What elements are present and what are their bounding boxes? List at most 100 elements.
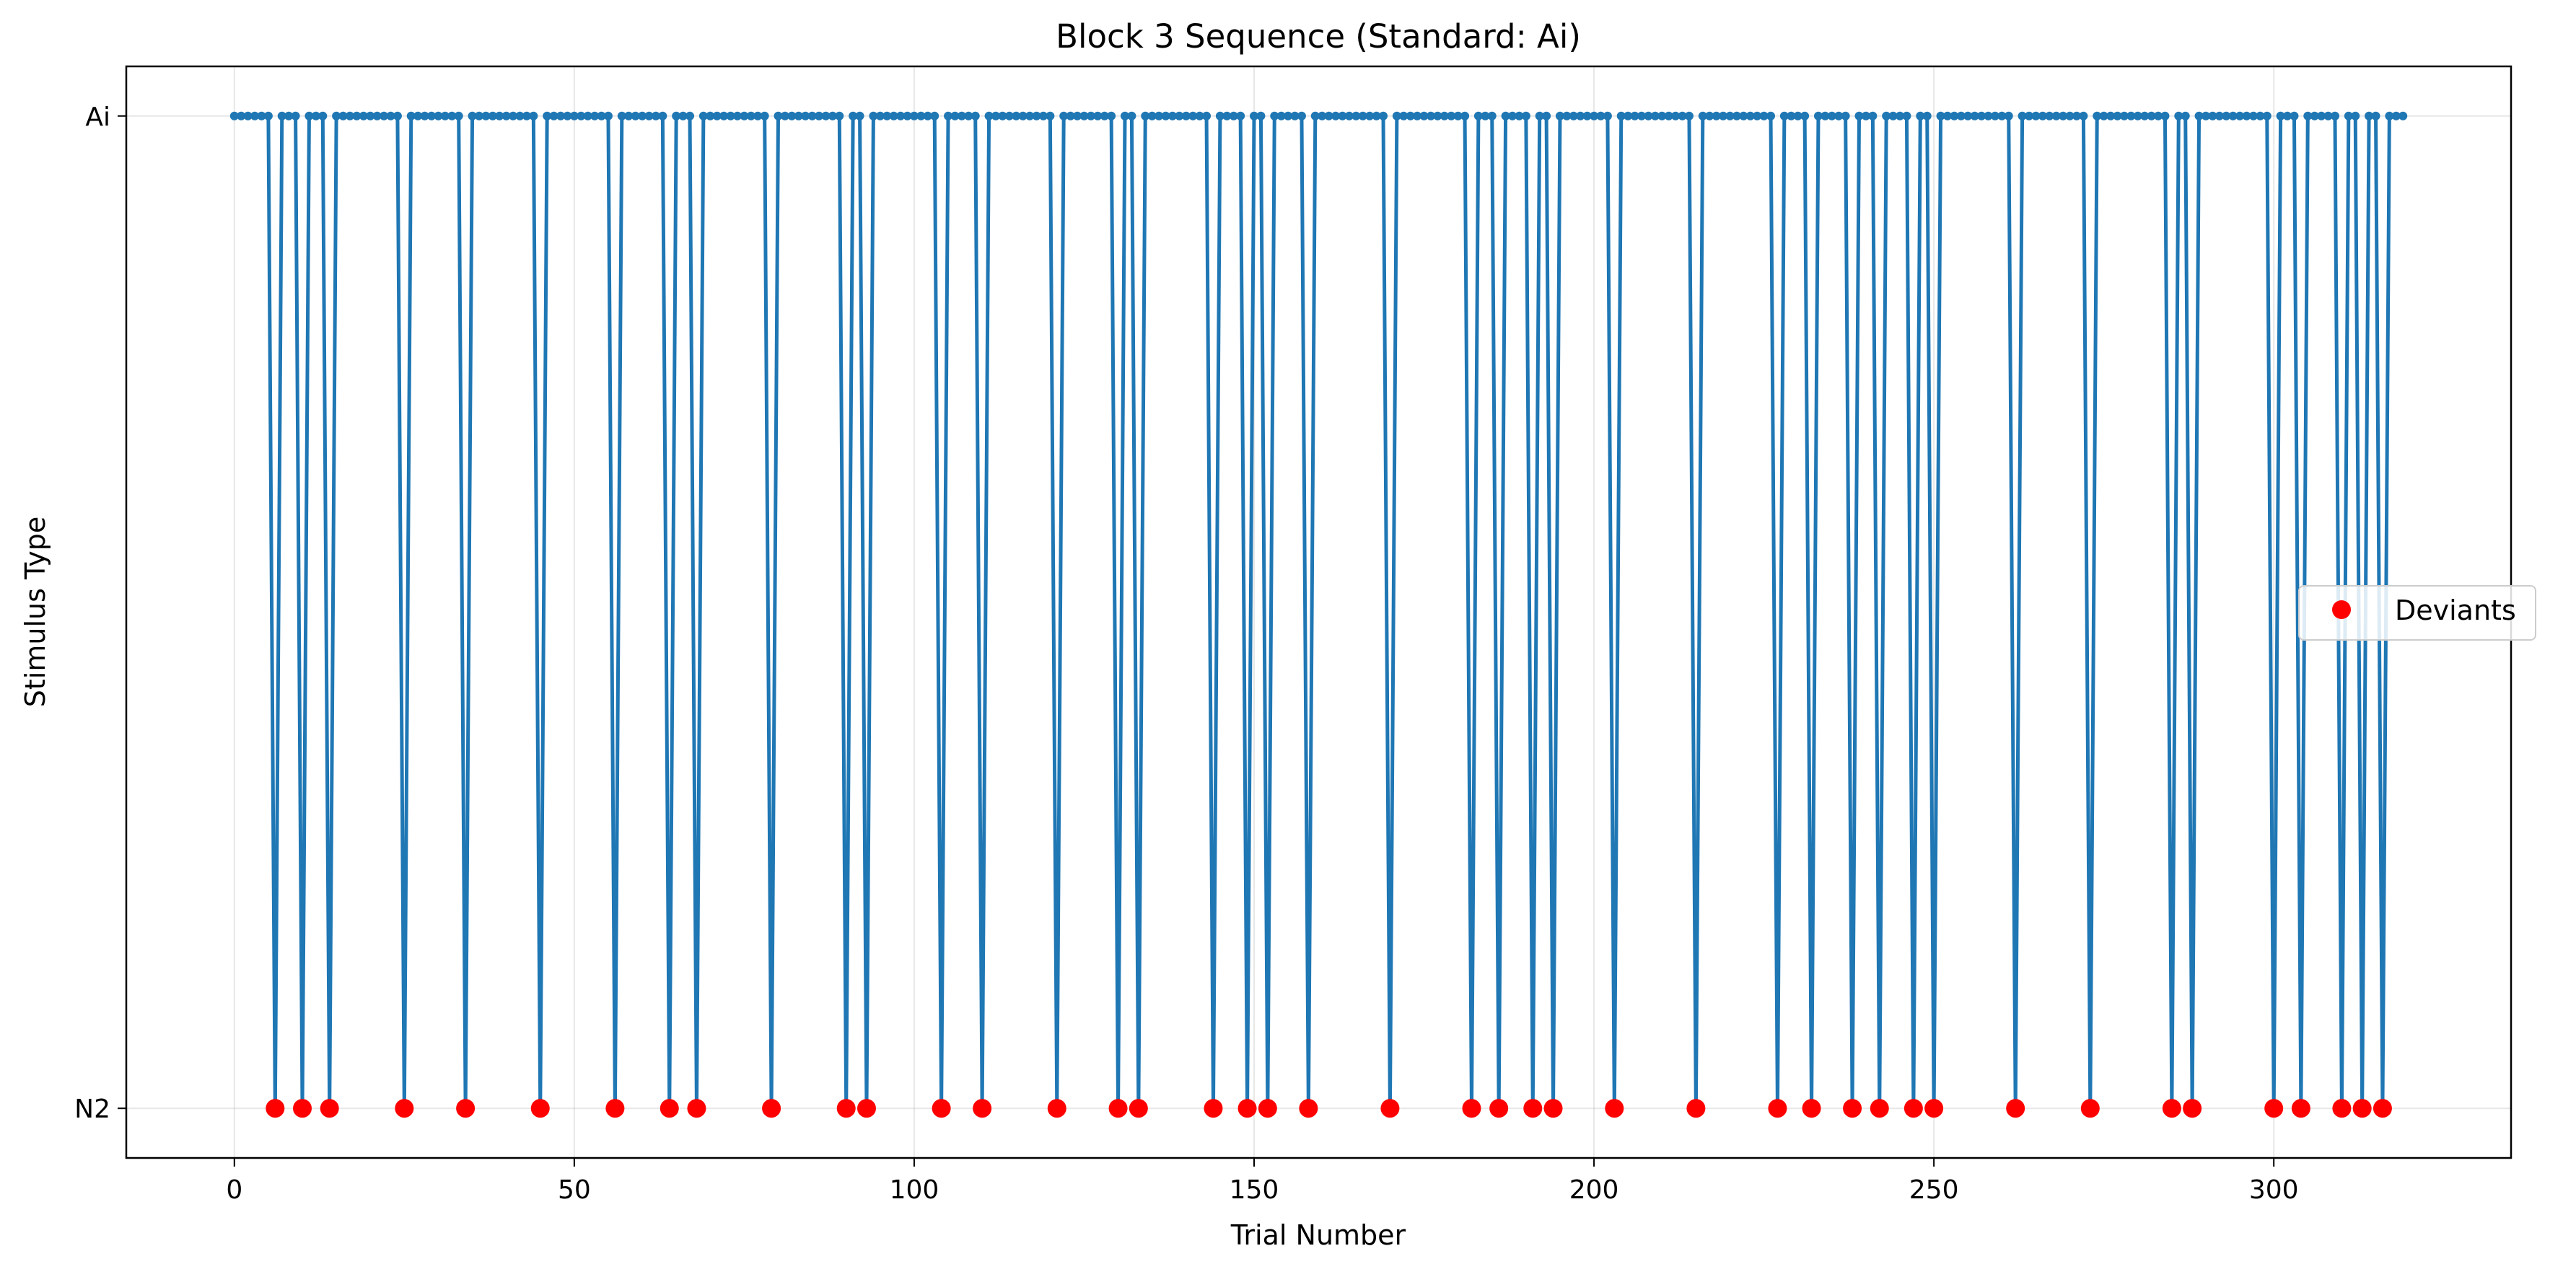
series-layer: [229, 111, 2408, 1118]
trial-point: [1413, 111, 1422, 120]
deviant-marker: [932, 1099, 951, 1118]
trial-point: [835, 111, 844, 120]
y-tick-label: N2: [74, 1094, 110, 1124]
trial-point: [1569, 111, 1578, 120]
trial-point: [386, 111, 395, 120]
trial-point: [1222, 111, 1232, 120]
trial-point: [1766, 111, 1776, 120]
trial-point: [923, 111, 932, 120]
trial-point: [1086, 111, 1095, 120]
trial-point: [1725, 111, 1735, 120]
trial-point: [2106, 111, 2116, 120]
trial-point: [698, 111, 708, 120]
trial-point: [1372, 111, 1381, 120]
trial-point: [1576, 111, 1585, 120]
trial-point: [305, 111, 314, 120]
trial-point: [1215, 111, 1225, 120]
trial-point: [1800, 111, 1810, 120]
trial-point: [1813, 111, 1823, 120]
deviant-marker: [1802, 1099, 1821, 1118]
trial-point: [1555, 111, 1564, 120]
trial-point: [393, 111, 402, 120]
trial-point: [2160, 111, 2170, 120]
trial-point: [1997, 111, 2007, 120]
trial-point: [638, 111, 647, 120]
trial-point: [1290, 111, 1300, 120]
trial-point: [1351, 111, 1361, 120]
trial-point: [624, 111, 634, 120]
trial-point: [1977, 111, 1986, 120]
trial-point: [529, 111, 538, 120]
trial-point: [1582, 111, 1592, 120]
trial-point: [712, 111, 722, 120]
trial-point: [1406, 111, 1415, 120]
trial-point: [474, 111, 483, 120]
trial-point: [1705, 111, 1714, 120]
trial-point: [971, 111, 980, 120]
deviant-marker: [660, 1099, 679, 1118]
trial-point: [1888, 111, 1898, 120]
trial-point: [495, 111, 504, 120]
trial-point: [991, 111, 1000, 120]
trial-point: [2222, 111, 2231, 120]
trial-point: [1787, 111, 1796, 120]
trial-point: [1127, 111, 1136, 120]
trial-point: [380, 111, 389, 120]
trial-point: [468, 111, 477, 120]
deviant-marker: [293, 1099, 312, 1118]
trial-point: [821, 111, 831, 120]
trial-point: [2235, 111, 2245, 120]
trial-point: [1270, 111, 1279, 120]
trial-point: [284, 111, 294, 120]
deviant-marker: [2183, 1099, 2202, 1118]
trial-point: [1942, 111, 1952, 120]
trial-point: [801, 111, 810, 120]
deviant-marker: [1903, 1099, 1923, 1118]
trial-point: [1175, 111, 1184, 120]
trial-point: [563, 111, 572, 120]
trial-point: [1542, 111, 1551, 120]
trial-point: [1141, 111, 1150, 120]
trial-point: [1916, 111, 1925, 120]
trial-point: [1950, 111, 1959, 120]
trial-point: [481, 111, 491, 120]
trial-point: [1181, 111, 1191, 120]
trial-point: [311, 111, 320, 120]
trial-point: [774, 111, 783, 120]
trial-point: [1984, 111, 1993, 120]
trial-point: [2079, 111, 2088, 120]
trial-point: [672, 111, 681, 120]
trial-point: [1902, 111, 1911, 120]
trial-point: [1419, 111, 1429, 120]
trial-point: [998, 111, 1007, 120]
trial-point: [1012, 111, 1021, 120]
trial-point: [1073, 111, 1082, 120]
trial-point: [1426, 111, 1435, 120]
trial-point: [1188, 111, 1198, 120]
trial-point: [869, 111, 878, 120]
trial-point: [434, 111, 443, 120]
trial-point: [1195, 111, 1204, 120]
trial-point: [2133, 111, 2142, 120]
trial-point: [2194, 111, 2204, 120]
trial-point: [569, 111, 579, 120]
trial-point: [352, 111, 362, 120]
trial-point: [2093, 111, 2102, 120]
deviant-marker: [2080, 1099, 2100, 1118]
legend: Deviants: [2298, 585, 2536, 641]
deviant-marker: [1237, 1099, 1257, 1118]
deviant-marker: [857, 1099, 876, 1118]
trial-point: [1630, 111, 1639, 120]
trial-point: [2344, 111, 2353, 120]
trial-point: [944, 111, 953, 120]
deviant-marker: [836, 1099, 856, 1118]
trial-point: [1739, 111, 1748, 120]
trial-point: [2072, 111, 2081, 120]
trial-point: [338, 111, 348, 120]
trial-point: [1834, 111, 1844, 120]
trial-point: [882, 111, 892, 120]
trial-point: [291, 111, 300, 120]
trial-point: [243, 111, 253, 120]
trial-point: [257, 111, 266, 120]
